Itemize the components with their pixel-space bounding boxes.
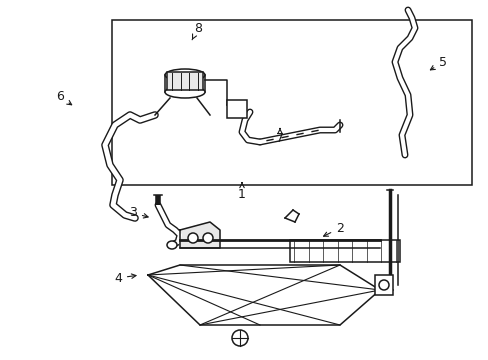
Circle shape — [187, 233, 198, 243]
Ellipse shape — [164, 86, 204, 98]
Circle shape — [231, 330, 247, 346]
Bar — [374, 275, 392, 295]
Text: 1: 1 — [238, 183, 245, 202]
Text: 2: 2 — [323, 221, 343, 236]
Text: 5: 5 — [429, 55, 446, 70]
Polygon shape — [180, 222, 220, 248]
Text: 8: 8 — [192, 22, 202, 40]
Text: 7: 7 — [275, 129, 284, 144]
Ellipse shape — [167, 241, 177, 249]
Text: 6: 6 — [56, 90, 72, 105]
Ellipse shape — [164, 69, 204, 81]
Circle shape — [203, 233, 213, 243]
Bar — [112, 20, 471, 185]
Text: 3: 3 — [129, 207, 148, 220]
Circle shape — [378, 280, 388, 290]
Bar — [167, 72, 203, 90]
Bar — [289, 240, 399, 262]
Text: 4: 4 — [114, 271, 136, 284]
Bar — [226, 100, 246, 118]
